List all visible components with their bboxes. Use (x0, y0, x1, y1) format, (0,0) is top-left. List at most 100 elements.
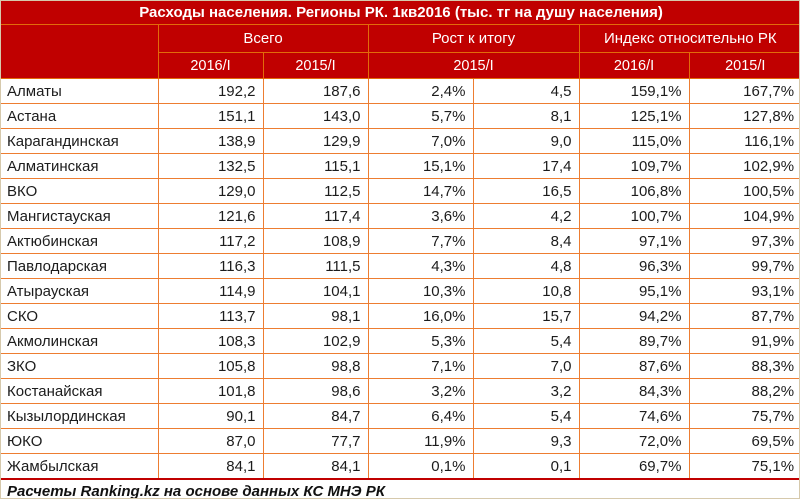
value-cell: 117,4 (262, 203, 369, 229)
value-cell: 129,0 (157, 178, 264, 204)
value-cell: 109,7% (578, 153, 690, 179)
table-title: Расходы населения. Регионы РК. 1кв2016 (… (1, 1, 799, 25)
table-row: Актюбинская 117,2 108,9 7,7% 8,4 97,1% 97,3% (1, 228, 799, 254)
value-cell: 7,0 (472, 353, 580, 379)
value-cell: 4,8 (472, 253, 580, 279)
value-cell: 4,3% (367, 253, 474, 279)
value-cell: 125,1% (578, 103, 690, 129)
region-cell: Павлодарская (1, 253, 159, 279)
value-cell: 113,7 (157, 303, 264, 329)
table-row: Жамбылская 84,1 84,1 0,1% 0,1 69,7% 75,1% (1, 453, 799, 480)
value-cell: 100,5% (688, 178, 799, 204)
source-row: Расчеты Ranking.kz на основе данных КС М… (1, 478, 799, 498)
value-cell: 138,9 (157, 128, 264, 154)
value-cell: 77,7 (262, 428, 369, 454)
value-cell: 75,7% (688, 403, 799, 429)
value-cell: 8,1 (472, 103, 580, 129)
value-cell: 127,8% (688, 103, 799, 129)
value-cell: 15,1% (367, 153, 474, 179)
title-row: Расходы населения. Регионы РК. 1кв2016 (… (1, 1, 799, 25)
value-cell: 116,3 (157, 253, 264, 279)
value-cell: 114,9 (157, 278, 264, 304)
value-cell: 8,4 (472, 228, 580, 254)
value-cell: 98,1 (262, 303, 369, 329)
table-header: Расходы населения. Регионы РК. 1кв2016 (… (1, 1, 799, 79)
value-cell: 87,6% (578, 353, 690, 379)
value-cell: 5,3% (367, 328, 474, 354)
region-cell: СКО (1, 303, 159, 329)
value-cell: 102,9 (262, 328, 369, 354)
value-cell: 95,1% (578, 278, 690, 304)
value-cell: 112,5 (262, 178, 369, 204)
region-cell: ЮКО (1, 428, 159, 454)
sub-header-total-2016: 2016/I (157, 52, 264, 79)
value-cell: 0,1% (367, 453, 474, 480)
value-cell: 84,1 (157, 453, 264, 480)
region-cell: Акмолинская (1, 328, 159, 354)
value-cell: 72,0% (578, 428, 690, 454)
value-cell: 97,3% (688, 228, 799, 254)
value-cell: 6,4% (367, 403, 474, 429)
table-footer: Расчеты Ranking.kz на основе данных КС М… (1, 478, 799, 498)
value-cell: 87,7% (688, 303, 799, 329)
source-note: Расчеты Ranking.kz на основе данных КС М… (1, 478, 799, 498)
group-header-index: Индекс относительно РК (578, 24, 799, 53)
value-cell: 4,2 (472, 203, 580, 229)
group-header-growth: Рост к итогу (367, 24, 580, 53)
value-cell: 104,9% (688, 203, 799, 229)
value-cell: 129,9 (262, 128, 369, 154)
table-row: Алматы 192,2 187,6 2,4% 4,5 159,1% 167,7% (1, 78, 799, 104)
value-cell: 108,3 (157, 328, 264, 354)
value-cell: 143,0 (262, 103, 369, 129)
table-body: Алматы 192,2 187,6 2,4% 4,5 159,1% 167,7% Астан… (1, 78, 799, 480)
table-row: Акмолинская 108,3 102,9 5,3% 5,4 89,7% 91,9% (1, 328, 799, 354)
value-cell: 93,1% (688, 278, 799, 304)
table-row: Астана 151,1 143,0 5,7% 8,1 125,1% 127,8% (1, 103, 799, 129)
region-cell: Алматы (1, 78, 159, 104)
value-cell: 100,7% (578, 203, 690, 229)
value-cell: 10,8 (472, 278, 580, 304)
value-cell: 88,3% (688, 353, 799, 379)
table-row: Карагандинская 138,9 129,9 7,0% 9,0 115,0% 116… (1, 128, 799, 154)
value-cell: 115,1 (262, 153, 369, 179)
value-cell: 84,7 (262, 403, 369, 429)
value-cell: 192,2 (157, 78, 264, 104)
value-cell: 88,2% (688, 378, 799, 404)
value-cell: 102,9% (688, 153, 799, 179)
value-cell: 69,5% (688, 428, 799, 454)
value-cell: 121,6 (157, 203, 264, 229)
region-cell: Мангистауская (1, 203, 159, 229)
value-cell: 111,5 (262, 253, 369, 279)
value-cell: 69,7% (578, 453, 690, 480)
region-cell: ЗКО (1, 353, 159, 379)
region-column-header (1, 24, 159, 79)
value-cell: 7,7% (367, 228, 474, 254)
value-cell: 16,0% (367, 303, 474, 329)
value-cell: 91,9% (688, 328, 799, 354)
value-cell: 104,1 (262, 278, 369, 304)
table-row: ЮКО 87,0 77,7 11,9% 9,3 72,0% 69,5% (1, 428, 799, 454)
region-cell: Костанайская (1, 378, 159, 404)
value-cell: 74,6% (578, 403, 690, 429)
table-row: Кызылординская 90,1 84,7 6,4% 5,4 74,6% 75,7% (1, 403, 799, 429)
value-cell: 5,4 (472, 328, 580, 354)
value-cell: 94,2% (578, 303, 690, 329)
value-cell: 3,2% (367, 378, 474, 404)
value-cell: 101,8 (157, 378, 264, 404)
value-cell: 7,1% (367, 353, 474, 379)
value-cell: 2,4% (367, 78, 474, 104)
region-cell: Актюбинская (1, 228, 159, 254)
sub-header-index-2015: 2015/I (688, 52, 799, 79)
value-cell: 108,9 (262, 228, 369, 254)
value-cell: 9,3 (472, 428, 580, 454)
region-cell: ВКО (1, 178, 159, 204)
table-row: Мангистауская 121,6 117,4 3,6% 4,2 100,7% 104,… (1, 203, 799, 229)
value-cell: 106,8% (578, 178, 690, 204)
region-cell: Алматинская (1, 153, 159, 179)
value-cell: 187,6 (262, 78, 369, 104)
value-cell: 151,1 (157, 103, 264, 129)
value-cell: 75,1% (688, 453, 799, 480)
value-cell: 117,2 (157, 228, 264, 254)
